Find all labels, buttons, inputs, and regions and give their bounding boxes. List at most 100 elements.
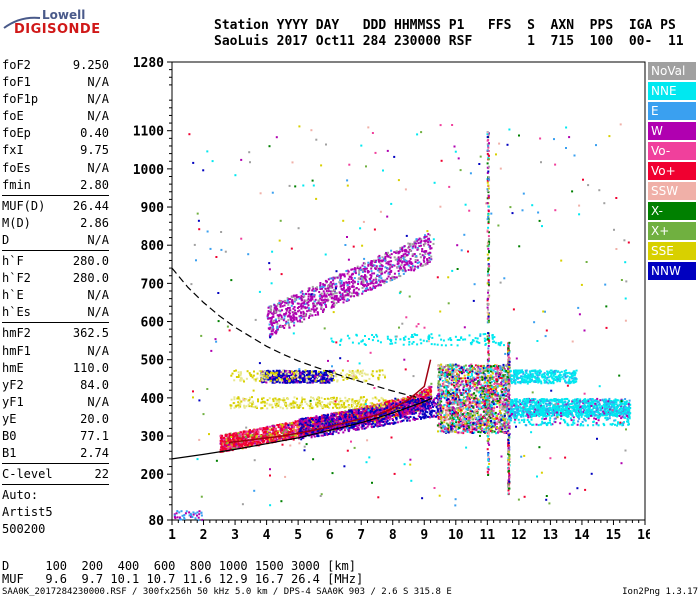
echo-point: [285, 379, 287, 381]
echo-point: [423, 239, 426, 242]
echo-point: [284, 380, 286, 383]
echo-point: [246, 432, 249, 435]
echo-point: [403, 415, 406, 418]
ionogram-chart: 1 2 3 4 5 6 7 8 9 10 11 12 13 14 15 1680200300400500600…: [133, 56, 650, 543]
echo-point: [366, 425, 369, 428]
param-row: yF2 84.0: [2, 377, 109, 394]
echo-point: [273, 436, 275, 439]
echo-point: [286, 381, 289, 384]
echo-point: [302, 370, 305, 373]
echo-point: [306, 428, 309, 431]
echo-point: [319, 302, 322, 305]
param-row: hmF1 N/A: [2, 343, 109, 360]
echo-point: [288, 324, 290, 327]
echo-point: [432, 400, 435, 403]
echo-point: [334, 419, 337, 422]
echo-point: [274, 311, 277, 313]
echo-point: [288, 326, 291, 329]
echo-point: [381, 279, 384, 282]
echo-point: [293, 324, 296, 327]
echo-point: [247, 442, 250, 445]
echo-point: [374, 424, 377, 427]
echo-point: [274, 438, 277, 441]
echo-point: [369, 409, 372, 412]
param-row: h`Es N/A: [2, 304, 109, 321]
echo-point: [362, 290, 365, 293]
echo-point: [370, 274, 373, 277]
echo-point: [308, 427, 311, 430]
echo-point: [251, 430, 254, 433]
echo-point: [403, 260, 406, 263]
echo-point: [283, 313, 286, 316]
echo-point: [382, 424, 385, 427]
echo-point: [321, 422, 324, 425]
echo-point: [256, 433, 259, 435]
echo-point: [230, 446, 233, 449]
echo-point: [249, 429, 251, 432]
echo-point: [404, 252, 407, 255]
echo-point: [318, 417, 321, 420]
echo-point: [410, 408, 413, 411]
echo-point: [291, 320, 294, 323]
echo-point: [253, 440, 256, 443]
echo-point: [423, 408, 426, 411]
echo-point: [265, 381, 268, 384]
echo-point: [392, 419, 394, 422]
param-label: D: [2, 232, 10, 247]
echo-point: [306, 302, 309, 305]
echo-point: [361, 427, 364, 430]
echo-point: [365, 405, 368, 408]
echo-point: [429, 400, 432, 403]
echo-point: [279, 436, 281, 439]
echo-point: [293, 422, 296, 425]
echo-point: [281, 437, 284, 440]
echo-point: [415, 401, 418, 404]
echo-point: [332, 416, 335, 419]
param-label: foF2: [2, 58, 31, 72]
echo-point: [294, 429, 297, 432]
echo-point: [276, 439, 278, 442]
echo-point: [306, 310, 309, 313]
param-row: M(D) 2.86: [2, 215, 109, 232]
echo-point: [324, 417, 327, 420]
echo-point: [360, 282, 363, 285]
echo-point: [303, 314, 306, 317]
echo-point: [339, 429, 342, 432]
echo-point: [305, 292, 307, 295]
param-row: fxI 9.75: [2, 142, 109, 159]
echo-point: [307, 416, 309, 419]
echo-point: [367, 423, 370, 426]
echo-point: [269, 425, 271, 428]
echo-point: [297, 430, 300, 433]
echo-point: [350, 425, 353, 428]
echo-point: [295, 436, 298, 439]
echo-point: [361, 269, 364, 272]
echo-point: [263, 430, 265, 433]
echo-point: [315, 422, 318, 425]
param-value: N/A: [87, 232, 109, 247]
echo-point: [278, 434, 281, 437]
echo-point: [280, 325, 283, 328]
echo-point: [318, 420, 321, 423]
echo-point: [319, 381, 322, 384]
echo-point: [405, 262, 408, 265]
echo-point: [381, 267, 383, 270]
echo-point: [320, 306, 323, 309]
echo-point: [391, 422, 393, 425]
echo-point: [395, 418, 398, 421]
echo-point: [425, 414, 428, 417]
echo-point: [386, 406, 389, 409]
echo-point: [333, 427, 336, 430]
echo-point: [333, 425, 336, 428]
echo-point: [354, 408, 357, 411]
echo-point: [332, 297, 335, 300]
echo-point: [274, 433, 276, 436]
echo-point: [327, 418, 330, 421]
param-label: MUF(D): [2, 198, 46, 213]
echo-point: [387, 251, 389, 254]
echo-point: [270, 332, 273, 335]
echo-point: [286, 424, 288, 427]
echo-point: [426, 405, 429, 408]
echo-point: [356, 409, 359, 412]
echo-point: [229, 438, 232, 441]
